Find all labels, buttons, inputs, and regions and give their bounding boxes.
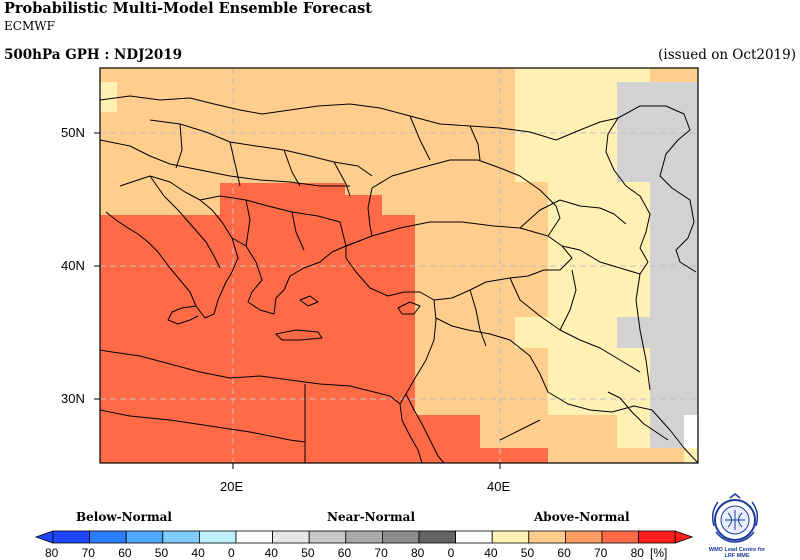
legend-color-cell (381, 530, 420, 544)
legend-color-cell (455, 530, 493, 544)
legend-tick-label: 0 (228, 546, 235, 560)
legend-color-cell (638, 530, 676, 544)
legend-tick-label: 70 (594, 546, 608, 560)
issued-date-label: (issued on Oct2019) (658, 47, 796, 63)
legend-color-cell (565, 530, 603, 544)
legend-color-cell (528, 530, 566, 544)
legend-below-normal: Below-Normal (76, 510, 172, 524)
legend-color-cell (308, 530, 347, 544)
legend-unit: [%] (650, 546, 668, 560)
legend-tick-label: 50 (301, 546, 315, 560)
map-title: Probabilistic Multi-Model Ensemble Forec… (4, 0, 372, 17)
forecast-map (94, 67, 699, 469)
lat-label-30n: 30N (61, 391, 85, 406)
legend-near-normal: Near-Normal (327, 510, 416, 524)
wmo-logo-line1: WMO Lead Centre for (708, 547, 766, 553)
wmo-logo (711, 493, 759, 543)
lat-label-50n: 50N (61, 125, 85, 140)
legend-color-cell (491, 530, 530, 544)
legend-tick-label: 80 (630, 546, 644, 560)
coastlines (100, 95, 698, 463)
lon-label-20e: 20E (220, 479, 244, 494)
legend-color-cell (125, 530, 164, 544)
wmo-logo-line2: LRF MME (724, 553, 750, 559)
legend-color-cell (601, 530, 639, 544)
graticule (100, 68, 698, 463)
legend-arrow-right (674, 530, 694, 544)
legend-tick-label: 40 (264, 546, 278, 560)
model-name: ECMWF (4, 19, 55, 33)
wmo-logo-caption: WMO Lead Centre for LRF MME (694, 547, 780, 559)
legend-color-cell (52, 530, 90, 544)
legend-tick-label: 80 (45, 546, 59, 560)
legend-tick-label: 40 (484, 546, 498, 560)
legend-color-cell (198, 530, 237, 544)
legend-tick-label: 70 (374, 546, 388, 560)
legend-color-cell (272, 530, 310, 544)
legend-tick-label: 0 (447, 546, 455, 560)
legend-color-cell (345, 530, 383, 544)
lon-label-40e: 40E (487, 479, 511, 494)
legend-tick-label: 50 (154, 546, 169, 560)
lat-label-40n: 40N (61, 258, 85, 273)
legend-arrow-left (34, 530, 54, 544)
legend-tick-label: 60 (557, 546, 571, 560)
legend-tick-label: 40 (191, 546, 205, 560)
legend-tick-label: 70 (81, 546, 95, 560)
legend-color-cell (162, 530, 200, 544)
legend-above-normal: Above-Normal (534, 510, 630, 524)
legend-color-cell (89, 530, 127, 544)
legend-tick-label: 60 (118, 546, 132, 560)
legend-color-cell (235, 530, 273, 544)
legend-tick-label: 60 (337, 546, 352, 560)
legend-tick-label: 50 (520, 546, 535, 560)
variable-period-label: 500hPa GPH : NDJ2019 (4, 47, 183, 63)
legend-tick-label: 80 (411, 546, 425, 560)
legend-color-cell (418, 530, 456, 544)
